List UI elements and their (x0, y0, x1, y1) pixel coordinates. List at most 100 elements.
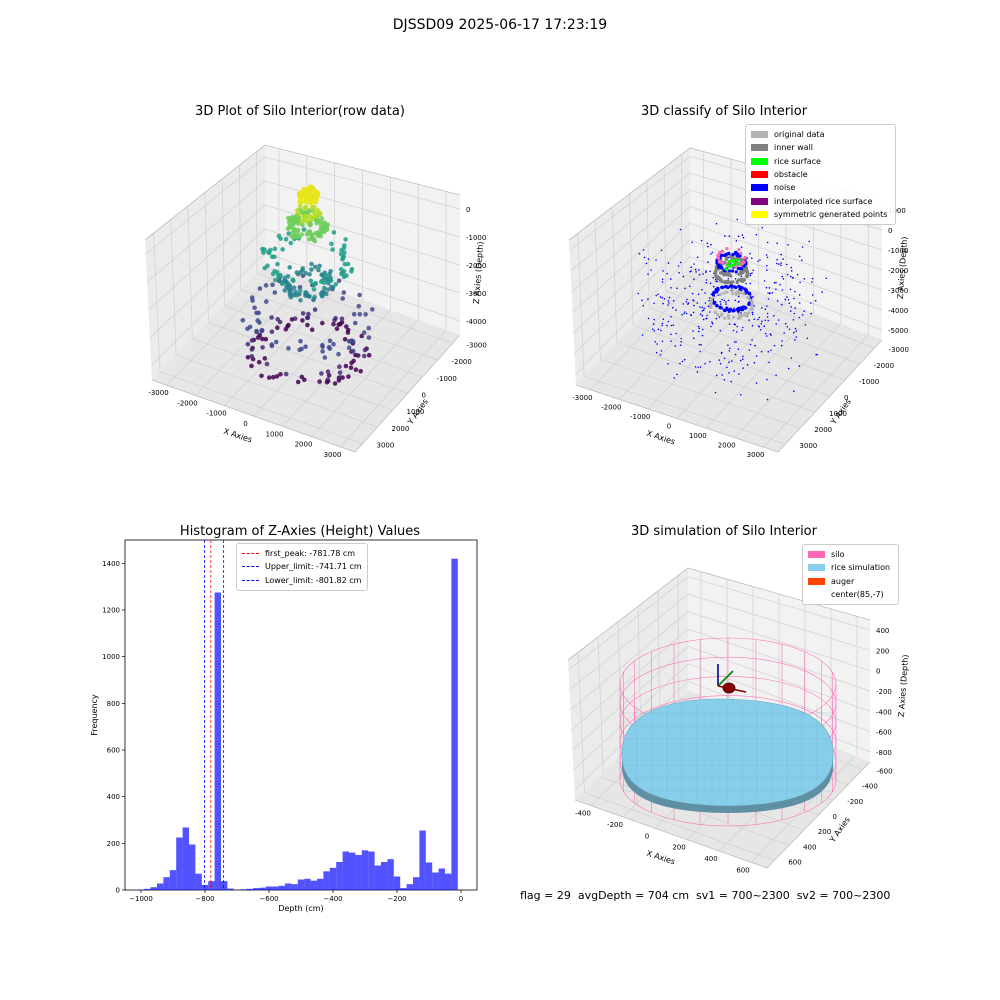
p1-point (312, 238, 318, 244)
p1-point (359, 333, 365, 339)
histogram-bar (387, 859, 394, 890)
p2-noise-point (766, 264, 768, 267)
p2-noise-point (653, 318, 655, 321)
p2-noise-point (715, 280, 717, 283)
p1-point (245, 326, 250, 332)
p1-z-tick-label: -4000 (466, 318, 486, 326)
p2-noise-point (740, 246, 743, 248)
p1-point (344, 273, 349, 278)
p2-noise-point (715, 374, 718, 377)
p2-class-point (738, 315, 742, 319)
p1-point (322, 355, 328, 360)
p2-noise-point (767, 351, 770, 353)
y-tick-label: 600 (107, 747, 120, 755)
p2-noise-point (655, 351, 658, 354)
p2-rice-surface-point (730, 259, 733, 263)
p1-point (283, 327, 289, 332)
p2-noise-point (723, 379, 726, 381)
p2-noise-point (666, 273, 668, 275)
p1-point (303, 270, 309, 276)
p1-point (346, 339, 352, 344)
p2-class-point (722, 291, 726, 295)
p2-noise-point (661, 281, 664, 283)
p2-noise-point (662, 270, 664, 272)
p1-point (300, 311, 306, 316)
p2-x-tick-label: -1000 (630, 413, 650, 421)
p2-noise-point (759, 329, 762, 331)
p2-noise-point (768, 287, 771, 289)
p1-point (263, 336, 269, 342)
p2-class-point (743, 255, 747, 260)
p2-class-point (731, 269, 735, 273)
p1-point (324, 380, 330, 385)
p1-point (270, 271, 276, 277)
histogram-bar (310, 880, 317, 890)
x-tick-label: −200 (387, 895, 406, 903)
p1-point (356, 304, 362, 309)
p2-noise-point (748, 319, 750, 321)
p2-class-point (726, 314, 731, 318)
p4-x-tick-label: -200 (607, 821, 623, 829)
p2-noise-point (704, 302, 707, 304)
p2-class-point (744, 291, 748, 295)
p2-noise-point (767, 319, 769, 322)
p2-class-point (731, 289, 735, 293)
p2-rice-surface-point (735, 258, 739, 262)
p2-z-tick-label: 0 (888, 227, 892, 235)
p2-noise-point (711, 321, 713, 324)
p1-point (343, 363, 349, 369)
p2-noise-point (719, 329, 722, 332)
p2-noise-point (783, 332, 785, 334)
p2-class-point (718, 251, 723, 255)
p1-point (257, 286, 263, 291)
p1-point (274, 374, 280, 379)
histogram-bar (317, 878, 324, 890)
p2-noise-point (701, 310, 704, 312)
histogram-bar (374, 865, 381, 890)
p2-noise-point (742, 367, 744, 369)
panel2-legend: original data inner wall rice surface obsta… (745, 124, 896, 226)
p1-point (332, 317, 337, 323)
p4-z-tick-label: -400 (876, 708, 892, 716)
p2-noise-point (701, 314, 704, 317)
p2-class-point (748, 298, 752, 302)
p1-point (305, 322, 310, 328)
p2-noise-point (784, 322, 787, 325)
p1-point (344, 324, 349, 329)
p2-noise-point (811, 277, 814, 280)
p2-noise-point (766, 312, 769, 315)
p2-noise-point (730, 360, 733, 362)
p1-point (285, 226, 291, 231)
p2-noise-point (749, 272, 752, 275)
histogram-bar (163, 877, 170, 890)
p1-y-tick-label: 0 (422, 392, 426, 400)
histogram-bar (368, 851, 375, 890)
p1-point (346, 345, 352, 351)
p1-point (304, 214, 310, 219)
p2-x-tick-label: 1000 (689, 432, 707, 440)
p2-noise-point (708, 299, 710, 302)
p1-point (294, 213, 299, 219)
legend-swatch (751, 210, 768, 218)
p4-y-tick-label: 200 (818, 828, 831, 836)
p1-point (319, 371, 324, 376)
p2-class-point (745, 274, 749, 278)
p2-noise-point (781, 340, 783, 342)
p4-z-tick-label: 400 (876, 627, 889, 635)
p1-point (325, 222, 331, 227)
p1-point (275, 325, 280, 331)
p2-noise-point (681, 314, 683, 316)
p2-noise-point (734, 323, 737, 326)
p2-noise-point (667, 363, 669, 365)
p1-point (339, 316, 345, 322)
p1-point (269, 315, 274, 320)
p1-point (355, 353, 361, 358)
p2-noise-point (790, 306, 792, 308)
p2-class-point (731, 309, 735, 313)
p1-point (293, 228, 298, 233)
y-tick-label: 800 (107, 700, 120, 708)
p1-point (313, 264, 318, 270)
p2-y-tick-label: -3000 (889, 346, 909, 354)
x-tick-label: −1000 (129, 895, 153, 903)
p2-class-point (725, 290, 729, 294)
